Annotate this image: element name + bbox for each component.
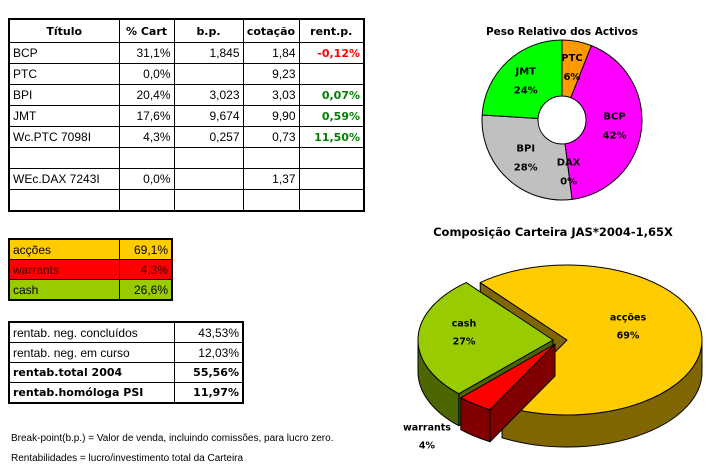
- allocation-row-cash: cash 26,6%: [8, 279, 173, 301]
- returns-value[interactable]: 12,03%: [173, 342, 244, 363]
- donut-value-ptc: 6%: [563, 72, 580, 83]
- table-row: WEc.DAX 7243I 0,0% 1,37: [8, 168, 365, 190]
- donut-value-dax: 0%: [560, 177, 577, 188]
- donut-slice-bpi[interactable]: [481, 114, 573, 201]
- allocation-row-warrants: warrants 4,3%: [8, 259, 173, 280]
- table-row: [8, 189, 365, 212]
- cell-titulo[interactable]: Wc.PTC 7098I: [8, 126, 120, 148]
- donut-slice-bcp[interactable]: [564, 44, 643, 200]
- donut-label-ptc: PTC: [561, 53, 583, 64]
- allocation-row-accoes: acções 69,1%: [8, 238, 173, 260]
- allocation-table: acções 69,1% warrants 4,3% cash 26,6%: [8, 238, 173, 301]
- pie3d-chart-portfolio-composition[interactable]: acções 69% warrants 4% cash 27%: [403, 264, 703, 452]
- table-row: JMT 17,6% 9,674 9,90 0,59%: [8, 105, 365, 127]
- table-row: BPI 20,4% 3,023 3,03 0,07%: [8, 84, 365, 106]
- cell-titulo[interactable]: WEc.DAX 7243I: [8, 168, 120, 190]
- cell-cotacao[interactable]: 9,90: [242, 105, 300, 127]
- donut-label-jmt: JMT: [514, 66, 536, 77]
- cell-cart[interactable]: 20,4%: [118, 84, 175, 106]
- allocation-label[interactable]: warrants: [8, 259, 120, 280]
- returns-label[interactable]: rentab.total 2004: [8, 362, 175, 383]
- donut-value-bcp: 42%: [603, 131, 627, 142]
- returns-label[interactable]: rentab.homóloga PSI: [8, 382, 175, 404]
- returns-row-total: rentab.total 2004 55,56%: [8, 362, 244, 383]
- allocation-label[interactable]: cash: [8, 279, 120, 301]
- cell-cart[interactable]: 0,0%: [118, 168, 175, 190]
- donut-chart-asset-weights[interactable]: PTC 6% BCP 42% DAX 0% BPI 28% JMT 24%: [481, 39, 643, 201]
- cell-cotacao[interactable]: 1,37: [242, 168, 300, 190]
- allocation-value[interactable]: 4,3%: [118, 259, 173, 280]
- returns-row: rentab. neg. concluídos 43,53%: [8, 321, 244, 343]
- pie3d-value-warrants: 4%: [419, 441, 436, 452]
- returns-value[interactable]: 11,97%: [173, 382, 244, 404]
- cell-rent[interactable]: [298, 168, 365, 190]
- cell-cart[interactable]: 31,1%: [118, 42, 175, 64]
- donut-label-bpi: BPI: [516, 144, 535, 155]
- donut-label-dax: DAX: [557, 158, 581, 169]
- cell-rent[interactable]: [298, 189, 365, 212]
- returns-row: rentab. neg. em curso 12,03%: [8, 342, 244, 363]
- footnote-rentabilidades: Rentabilidades = lucro/investimento tota…: [11, 453, 244, 464]
- allocation-value[interactable]: 26,6%: [118, 279, 173, 301]
- donut-label-bcp: BCP: [603, 112, 625, 123]
- pie3d-slice-warrants[interactable]: [460, 343, 556, 443]
- donut-chart-title: Peso Relativo dos Activos: [485, 26, 639, 38]
- donut-slice-jmt[interactable]: [481, 39, 563, 120]
- pie3d-chart-title: Composição Carteira JAS*2004-1,65X: [433, 225, 673, 239]
- cell-rent[interactable]: -0,12%: [298, 42, 365, 64]
- cell-rent[interactable]: 0,07%: [298, 84, 365, 106]
- cell-titulo[interactable]: BPI: [8, 84, 120, 106]
- returns-table: rentab. neg. concluídos 43,53% rentab. n…: [8, 321, 244, 404]
- returns-label[interactable]: rentab. neg. concluídos: [8, 321, 175, 343]
- cell-cotacao[interactable]: 0,73: [242, 126, 300, 148]
- allocation-value[interactable]: 69,1%: [118, 238, 173, 260]
- pie3d-value-accoes: 69%: [617, 331, 640, 342]
- table-row: BCP 31,1% 1,845 1,84 -0,12%: [8, 42, 365, 64]
- cell-cotacao[interactable]: 3,03: [242, 84, 300, 106]
- footnote-breakpoint: Break-point(b.p.) = Valor de venda, incl…: [11, 433, 334, 444]
- returns-row-psi: rentab.homóloga PSI 11,97%: [8, 382, 244, 404]
- holdings-header-row: Título % Cart b.p. cotação rent.p.: [8, 18, 365, 43]
- cell-cotacao[interactable]: 9,23: [242, 63, 300, 85]
- pie3d-label-accoes: acções: [610, 313, 647, 324]
- donut-value-bpi: 28%: [514, 163, 538, 174]
- pie3d-value-cash: 27%: [453, 337, 476, 348]
- pie3d-label-warrants: warrants: [403, 423, 451, 434]
- holdings-table: Título % Cart b.p. cotação rent.p. BCP 3…: [8, 18, 365, 212]
- returns-value[interactable]: 55,56%: [173, 362, 244, 383]
- pie3d-label-cash: cash: [452, 319, 477, 330]
- donut-value-jmt: 24%: [514, 85, 538, 96]
- header-cart: % Cart: [118, 18, 175, 43]
